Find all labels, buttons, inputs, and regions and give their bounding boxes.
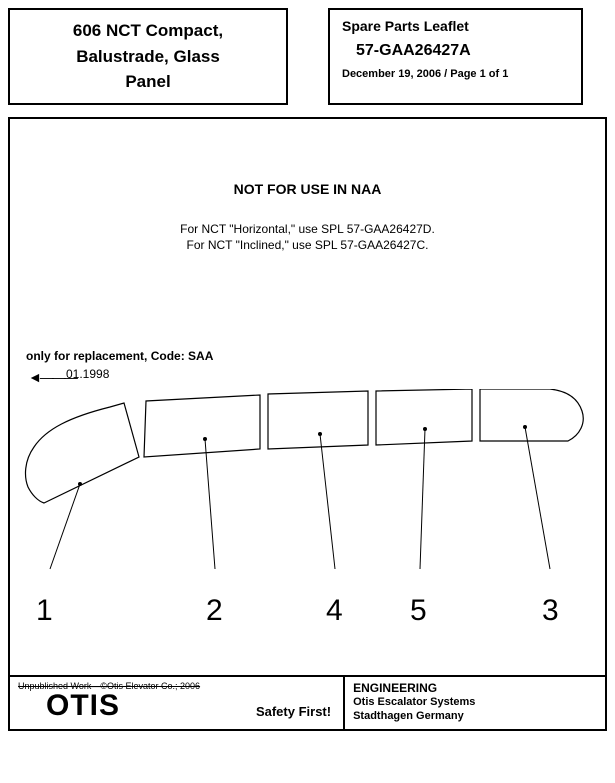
engineering-line-1: Otis Escalator Systems [353,695,597,709]
leader-line [320,434,335,569]
header: 606 NCT Compact, Balustrade, Glass Panel… [8,8,607,105]
leader-dot [78,482,82,486]
warning-text: NOT FOR USE IN NAA [10,181,605,197]
diagram: only for replacement, Code: SAA ◄——— 01.… [10,349,605,649]
panel-4 [268,391,368,449]
leader-line [205,439,215,569]
info-box: Spare Parts Leaflet 57-GAA26427A Decembe… [328,8,583,105]
panel-5 [376,389,472,445]
footer: Unpublished Work—©Otis Elevator Co.; 200… [8,677,607,731]
footer-left: Unpublished Work—©Otis Elevator Co.; 200… [10,677,345,729]
note-2: For NCT "Inclined," use SPL 57-GAA26427C… [10,237,605,254]
engineering-line-2: Stadthagen Germany [353,709,597,723]
callout-4: 4 [326,594,343,628]
title-line-2: Balustrade, Glass [22,44,274,70]
date-page: December 19, 2006 / Page 1 of 1 [342,68,569,80]
panel-3 [480,389,583,441]
safety-first: Safety First! [256,704,331,719]
replacement-note: only for replacement, Code: SAA [26,349,213,363]
title-line-3: Panel [22,69,274,95]
leaflet-label: Spare Parts Leaflet [342,18,569,34]
notes: For NCT "Horizontal," use SPL 57-GAA2642… [10,221,605,255]
leader-line [50,484,80,569]
part-number: 57-GAA26427A [342,42,569,60]
leader-line [525,427,550,569]
title-line-1: 606 NCT Compact, [22,18,274,44]
footer-right: ENGINEERING Otis Escalator Systems Stadt… [345,677,605,729]
leader-dot [523,425,527,429]
leader-dot [318,432,322,436]
panel-2 [144,395,260,457]
replacement-date: 01.1998 [66,367,109,381]
panel-svg [20,389,595,639]
main-panel: NOT FOR USE IN NAA For NCT "Horizontal,"… [8,117,607,677]
callout-2: 2 [206,594,223,628]
leader-dot [423,427,427,431]
callout-1: 1 [36,594,53,628]
callout-3: 3 [542,594,559,628]
note-1: For NCT "Horizontal," use SPL 57-GAA2642… [10,221,605,238]
title-box: 606 NCT Compact, Balustrade, Glass Panel [8,8,288,105]
leader-dot [203,437,207,441]
callout-5: 5 [410,594,427,628]
leader-line [420,429,425,569]
panel-1 [26,403,139,503]
engineering-title: ENGINEERING [353,681,597,695]
